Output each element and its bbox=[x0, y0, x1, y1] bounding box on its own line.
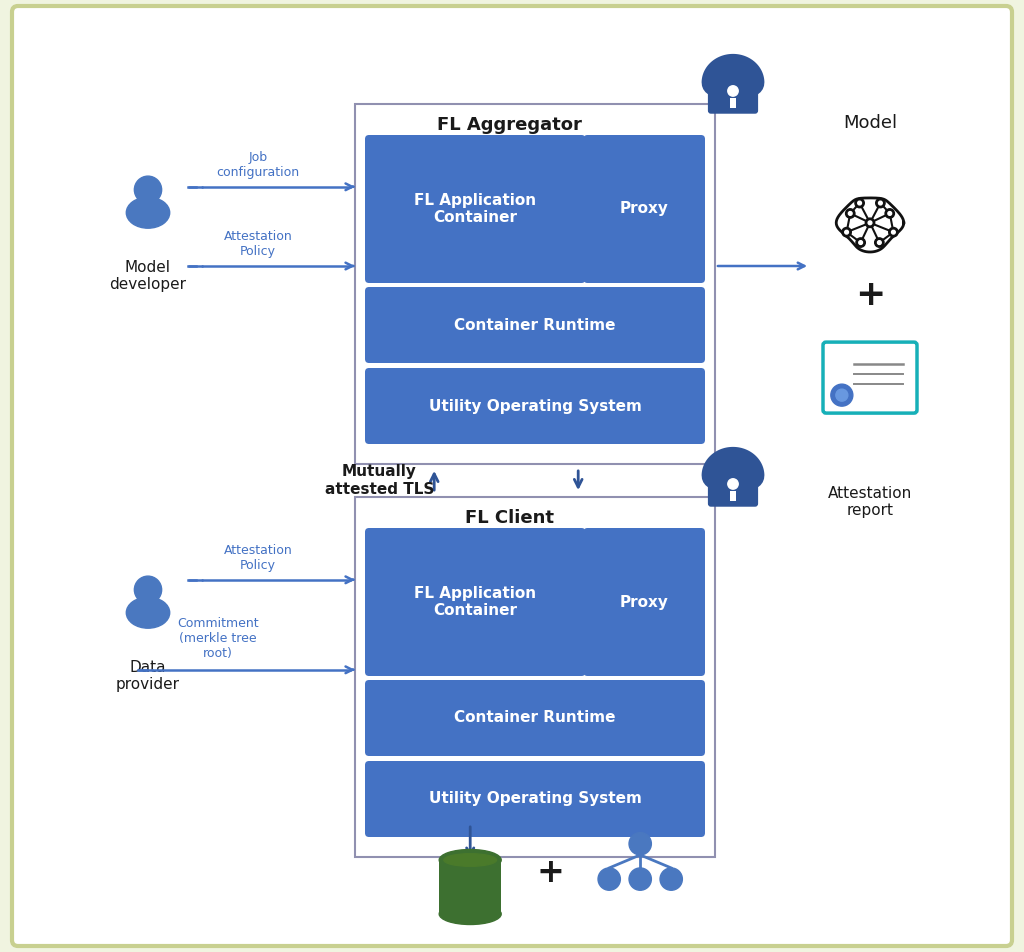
Text: Container Runtime: Container Runtime bbox=[455, 710, 615, 725]
Text: Commitment
(merkle tree
root): Commitment (merkle tree root) bbox=[177, 617, 259, 660]
Text: Job
configuration: Job configuration bbox=[216, 150, 300, 179]
Text: Model
developer: Model developer bbox=[110, 260, 186, 292]
Text: Proxy: Proxy bbox=[620, 594, 669, 609]
FancyBboxPatch shape bbox=[708, 468, 758, 506]
Ellipse shape bbox=[443, 854, 497, 866]
Text: Container Runtime: Container Runtime bbox=[455, 318, 615, 332]
Circle shape bbox=[868, 221, 871, 225]
Bar bbox=[730, 98, 736, 109]
FancyBboxPatch shape bbox=[708, 75, 758, 113]
Text: Mutually
attested TLS: Mutually attested TLS bbox=[325, 465, 434, 497]
Text: FL Client: FL Client bbox=[465, 509, 554, 527]
FancyBboxPatch shape bbox=[365, 368, 705, 444]
Circle shape bbox=[865, 218, 874, 228]
Bar bbox=[140, 600, 156, 605]
Circle shape bbox=[888, 211, 892, 215]
Circle shape bbox=[134, 176, 162, 204]
Circle shape bbox=[598, 868, 621, 890]
FancyBboxPatch shape bbox=[584, 528, 705, 676]
Text: Attestation
Policy: Attestation Policy bbox=[223, 230, 293, 258]
Circle shape bbox=[859, 241, 862, 245]
Ellipse shape bbox=[439, 849, 501, 870]
Bar bbox=[140, 200, 156, 205]
Circle shape bbox=[892, 230, 895, 234]
FancyBboxPatch shape bbox=[365, 528, 586, 676]
Ellipse shape bbox=[126, 597, 170, 628]
Circle shape bbox=[660, 868, 682, 890]
Bar bbox=[439, 860, 501, 914]
Circle shape bbox=[879, 201, 883, 205]
Circle shape bbox=[134, 576, 162, 604]
Circle shape bbox=[876, 198, 885, 208]
Circle shape bbox=[836, 389, 848, 401]
Circle shape bbox=[629, 868, 651, 890]
Circle shape bbox=[845, 230, 849, 234]
FancyBboxPatch shape bbox=[365, 287, 705, 363]
Circle shape bbox=[629, 833, 651, 855]
Circle shape bbox=[878, 241, 882, 245]
Ellipse shape bbox=[126, 197, 170, 228]
Circle shape bbox=[874, 238, 884, 248]
Circle shape bbox=[842, 228, 851, 237]
Text: FL Application
Container: FL Application Container bbox=[414, 585, 537, 618]
Text: +: + bbox=[855, 278, 885, 312]
Circle shape bbox=[848, 211, 852, 215]
Text: Utility Operating System: Utility Operating System bbox=[429, 791, 641, 806]
Text: Utility Operating System: Utility Operating System bbox=[429, 399, 641, 413]
FancyBboxPatch shape bbox=[823, 342, 918, 413]
Circle shape bbox=[830, 385, 853, 407]
Text: Model: Model bbox=[843, 114, 897, 132]
FancyBboxPatch shape bbox=[365, 135, 586, 283]
Bar bbox=[355, 104, 715, 464]
Text: Attestation
Policy: Attestation Policy bbox=[223, 544, 293, 572]
FancyBboxPatch shape bbox=[12, 6, 1012, 946]
Circle shape bbox=[846, 208, 855, 218]
Circle shape bbox=[858, 201, 861, 205]
Text: Attestation
report: Attestation report bbox=[827, 486, 912, 519]
Ellipse shape bbox=[439, 903, 501, 924]
Bar bbox=[730, 490, 736, 501]
FancyBboxPatch shape bbox=[365, 680, 705, 756]
Text: FL Application
Container: FL Application Container bbox=[414, 193, 537, 226]
Circle shape bbox=[889, 228, 898, 237]
Text: +: + bbox=[537, 856, 564, 888]
Circle shape bbox=[728, 86, 738, 96]
Text: Data
provider: Data provider bbox=[116, 660, 180, 692]
Circle shape bbox=[728, 479, 738, 489]
Bar bbox=[355, 497, 715, 857]
Circle shape bbox=[856, 238, 865, 248]
FancyBboxPatch shape bbox=[365, 761, 705, 837]
Text: Proxy: Proxy bbox=[620, 202, 669, 216]
Text: FL Aggregator: FL Aggregator bbox=[437, 116, 583, 134]
Circle shape bbox=[855, 198, 864, 208]
FancyBboxPatch shape bbox=[584, 135, 705, 283]
Circle shape bbox=[885, 208, 894, 218]
